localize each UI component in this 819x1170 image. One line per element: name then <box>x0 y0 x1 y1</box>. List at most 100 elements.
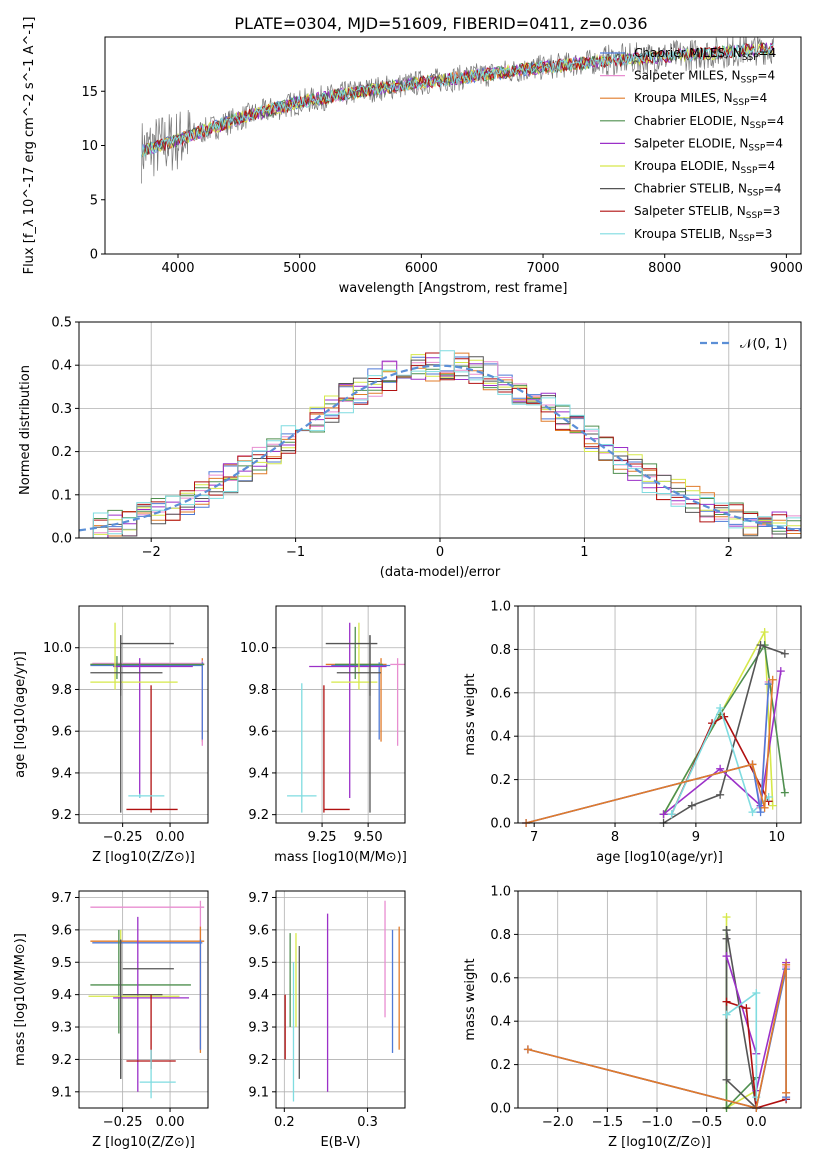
error-cross <box>90 635 163 696</box>
residuals-ytick-label: 0.0 <box>51 532 72 547</box>
error-cross <box>90 656 205 680</box>
spectrum-xtick-label: 7000 <box>526 261 559 276</box>
spectrum-ylabel: Flux [f_λ 10^-17 erg cm^-2 s^-1 A^-1] <box>22 17 37 275</box>
error-cross <box>90 622 178 690</box>
error-cross <box>92 939 203 1050</box>
mass_vs_Z-xtick-label: −0.25 <box>103 1115 143 1130</box>
mass_vs_EBV-ytick-label: 9.5 <box>248 956 269 971</box>
legend-entry: Chabrier ELODIE, NSSP=4 <box>634 114 784 131</box>
legend-entry: Chabrier STELIB, NSSP=4 <box>634 182 782 199</box>
age_vs_Z-frame <box>78 605 209 824</box>
weight_vs_age-ytick-label: 0.2 <box>490 773 511 788</box>
spectrum-xlabel: wavelength [Angstrom, rest frame] <box>339 281 568 296</box>
weight_vs_age-frame <box>517 605 802 824</box>
weight_vs_Z-ytick-label: 0.0 <box>490 1102 511 1117</box>
residuals-xtick-label: 2 <box>725 545 733 560</box>
weight-point-marker <box>722 926 731 935</box>
weight-point-marker <box>768 801 777 810</box>
error-cross <box>113 658 193 798</box>
weight_vs_age-ytick-label: 0.0 <box>490 817 511 832</box>
spectrum-frame <box>104 36 802 255</box>
weight_vs_Z-xtick-label: −0.5 <box>691 1115 723 1130</box>
age_vs_mass-ytick-label: 9.4 <box>248 766 269 781</box>
error-cross <box>323 685 350 813</box>
mass_vs_Z-ytick-label: 9.6 <box>51 923 72 938</box>
spectrum-xtick-label: 8000 <box>648 261 681 276</box>
mass_vs_Z-ytick-label: 9.2 <box>51 1053 72 1068</box>
spectrum-ytick-label: 5 <box>90 193 98 208</box>
weight-series-line <box>662 642 786 815</box>
age_vs_mass-xlabel: mass [log10(M/M⊙)] <box>274 850 407 865</box>
mass_vs_EBV-ytick-label: 9.1 <box>248 1085 269 1100</box>
age_vs_mass-frame <box>275 605 406 824</box>
residuals-ylabel: Normed distribution <box>18 365 33 495</box>
error-cross <box>287 683 317 813</box>
normal-legend-label: 𝒩(0, 1) <box>740 337 787 352</box>
weight-point-marker <box>722 913 731 922</box>
model-line <box>141 42 775 158</box>
error-cross <box>390 658 405 746</box>
age_vs_mass-ytick-label: 9.6 <box>248 725 269 740</box>
mass_vs_Z-xtick-label: 0.00 <box>156 1115 185 1130</box>
weight_vs_age-xtick-label: 8 <box>611 830 619 845</box>
weight-point-marker <box>780 649 789 658</box>
mass_vs_EBV-ytick-label: 9.3 <box>248 1021 269 1036</box>
legend-entry: Kroupa ELODIE, NSSP=4 <box>634 159 775 176</box>
legend-entry: Kroupa MILES, NSSP=4 <box>634 91 767 108</box>
age_vs_mass-xtick-label: 9.50 <box>354 830 383 845</box>
age_vs_mass-ytick-label: 9.8 <box>248 683 269 698</box>
weight_vs_Z-xtick-label: −1.0 <box>641 1115 673 1130</box>
weight-point-marker <box>752 988 761 997</box>
mass_vs_EBV-axes: 0.2 0.3 9.1 9.2 9.3 9.4 9.5 9.6 9.7 <box>248 891 405 1130</box>
weight-point-marker <box>716 703 725 712</box>
residuals-ytick-label: 0.1 <box>51 488 72 503</box>
mass_vs_Z-ytick-label: 9.7 <box>51 891 72 906</box>
residuals-frame <box>78 321 802 539</box>
weight-point-marker <box>742 1004 751 1013</box>
mass_vs_Z-ytick-label: 9.3 <box>51 1021 72 1036</box>
weight-point-marker <box>722 952 731 961</box>
weight-point-marker <box>782 960 791 969</box>
age_vs_Z-ytick-label: 10.0 <box>43 641 72 656</box>
weight_vs_age-ytick-label: 0.8 <box>490 643 511 658</box>
mass_vs_Z-ylabel: mass [log10(M/M⊙)] <box>13 933 28 1066</box>
age_vs_Z-ytick-label: 9.8 <box>51 683 72 698</box>
weight-point-marker <box>523 1045 532 1054</box>
weight-series-line <box>726 1000 787 1110</box>
weight-point-marker <box>748 808 757 817</box>
error-cross <box>139 1049 176 1099</box>
residuals-ytick-label: 0.4 <box>51 359 72 374</box>
error-cross <box>336 635 382 696</box>
mass_vs_EBV-ytick-label: 9.7 <box>248 891 269 906</box>
weight-point-marker <box>760 803 769 812</box>
error-cross <box>90 929 191 1034</box>
mass_vs_Z-ytick-label: 9.4 <box>51 988 72 1003</box>
legend-entry: Kroupa STELIB, NSSP=3 <box>634 227 772 244</box>
age_vs_Z-xtick-label: 0.00 <box>156 830 185 845</box>
weight-point-marker <box>776 667 785 676</box>
weight_vs_age-xtick-label: 7 <box>530 830 538 845</box>
weight_vs_age-xtick-label: 9 <box>692 830 700 845</box>
legend-entry: Salpeter STELIB, NSSP=3 <box>634 204 780 221</box>
weight_vs_Z-ylabel: mass weight <box>463 958 478 1040</box>
weight_vs_age-ylabel: mass weight <box>463 673 478 755</box>
weight-point-marker <box>780 788 789 797</box>
weight-point-marker <box>768 675 777 684</box>
weight-point-marker <box>760 628 769 637</box>
weight-point-marker <box>659 810 668 819</box>
weight-point-marker <box>756 641 765 650</box>
weight_vs_age-ytick-label: 0.4 <box>490 730 511 745</box>
weight_vs_age-ytick-label: 0.6 <box>490 686 511 701</box>
weight-series-line <box>527 964 787 1109</box>
figure-title: PLATE=0304, MJD=51609, FIBERID=0411, z=0… <box>234 14 647 33</box>
residuals-ytick-label: 0.5 <box>51 316 72 331</box>
weight-point-marker <box>722 934 731 943</box>
mass_vs_EBV-ytick-label: 9.6 <box>248 923 269 938</box>
weight_vs_Z-ytick-label: 0.8 <box>490 928 511 943</box>
age_vs_Z-ylabel: age [log10(age/yr)] <box>13 651 28 778</box>
age_vs_Z-ytick-label: 9.4 <box>51 766 72 781</box>
weight_vs_Z-xlabel: Z [log10(Z/Z⊙)] <box>608 1135 711 1150</box>
spectrum-xtick-label: 5000 <box>283 261 316 276</box>
error-cross <box>128 793 165 798</box>
mass_vs_Z-xlabel: Z [log10(Z/Z⊙)] <box>92 1135 195 1150</box>
